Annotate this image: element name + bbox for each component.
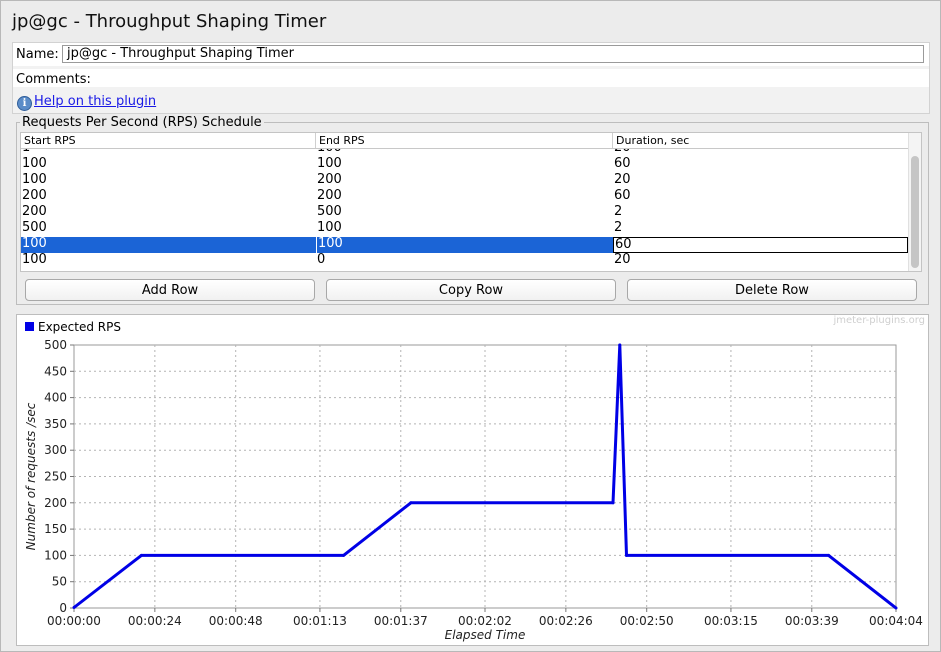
y-tick-label: 400	[44, 391, 67, 405]
cell-duration[interactable]: 2	[614, 220, 623, 235]
x-tick-label: 00:01:13	[293, 614, 347, 628]
data-point	[72, 605, 76, 609]
cell-duration[interactable]: 2	[614, 204, 623, 219]
y-tick-label: 200	[44, 496, 67, 510]
cell-start-rps[interactable]: 500	[22, 220, 47, 235]
info-icon: i	[17, 96, 32, 111]
copy-row-button[interactable]: Copy Row	[326, 279, 616, 301]
table-row[interactable]: 200 500 2	[21, 205, 908, 221]
data-point	[139, 553, 143, 557]
cell-end-rps[interactable]: 0	[317, 252, 326, 267]
data-point	[409, 501, 413, 505]
cell-end-rps[interactable]: 200	[317, 188, 342, 203]
name-comments-panel: Name: jp@gc - Throughput Shaping Timer C…	[12, 42, 930, 114]
cell-end-rps[interactable]: 100	[317, 156, 342, 171]
column-header-start-rps[interactable]: Start RPS	[21, 133, 316, 148]
cell-duration[interactable]: 60	[614, 188, 631, 203]
chart-watermark: jmeter-plugins.org	[832, 315, 925, 326]
scrollbar-thumb[interactable]	[911, 156, 919, 268]
y-tick-label: 350	[44, 417, 67, 431]
cell-start-rps[interactable]: 100	[22, 172, 47, 187]
name-row: Name: jp@gc - Throughput Shaping Timer	[13, 43, 929, 66]
name-field[interactable]: jp@gc - Throughput Shaping Timer	[62, 45, 924, 63]
column-header-duration[interactable]: Duration, sec	[616, 134, 690, 147]
table-row[interactable]: 500 100 2	[21, 221, 908, 237]
schedule-table: Start RPS End RPS Duration, sec 11002010…	[20, 132, 922, 272]
cell-start-rps[interactable]: 200	[22, 204, 47, 219]
table-row[interactable]: 100 200 20	[21, 173, 908, 189]
delete-row-button[interactable]: Delete Row	[627, 279, 917, 301]
name-label: Name:	[16, 47, 59, 62]
y-tick-label: 50	[52, 575, 67, 589]
y-tick-label: 100	[44, 548, 67, 562]
x-tick-label: 00:00:24	[128, 614, 182, 628]
rps-chart-panel: Expected RPS jmeter-plugins.org 0 50 100 150 2…	[16, 314, 929, 646]
cell-duration[interactable]: 60	[613, 237, 908, 253]
rps-chart: Expected RPS jmeter-plugins.org 0 50 100 150 2…	[17, 315, 928, 645]
table-row[interactable]: 100 100 60	[21, 157, 908, 173]
x-tick-label: 00:03:15	[704, 614, 758, 628]
y-tick-label: 150	[44, 522, 67, 536]
x-tick-label: 00:04:04	[869, 614, 923, 628]
column-header-end-rps[interactable]: End RPS	[316, 133, 613, 148]
cell-end-rps[interactable]: 100	[316, 237, 613, 253]
schedule-legend: Requests Per Second (RPS) Schedule	[22, 115, 262, 130]
table-row[interactable]: 100 0 20	[21, 253, 908, 269]
x-tick-label: 00:01:37	[374, 614, 428, 628]
y-tick-label: 250	[44, 470, 67, 484]
window-title: jp@gc - Throughput Shaping Timer	[12, 11, 327, 32]
y-axis-title: Number of requests /sec	[24, 402, 38, 550]
comments-label: Comments:	[16, 72, 91, 87]
table-row[interactable]: 200 200 60	[21, 189, 908, 205]
schedule-group: Requests Per Second (RPS) Schedule	[16, 115, 929, 305]
cell-duration[interactable]: 60	[614, 156, 631, 171]
x-axis-title: Elapsed Time	[445, 628, 526, 642]
data-point	[618, 343, 622, 347]
data-point	[624, 553, 628, 557]
comments-row: Comments:	[13, 69, 929, 87]
data-point	[894, 606, 898, 610]
legend-swatch	[25, 322, 34, 331]
help-link[interactable]: Help on this plugin	[34, 94, 157, 109]
data-point	[342, 553, 346, 557]
x-tick-label: 00:02:50	[620, 614, 674, 628]
y-tick-label: 450	[44, 364, 67, 378]
cell-start-rps[interactable]: 100	[22, 252, 47, 267]
add-row-button[interactable]: Add Row	[25, 279, 315, 301]
cell-start-rps[interactable]: 200	[22, 188, 47, 203]
legend-label: Expected RPS	[38, 320, 121, 334]
x-tick-label: 00:00:48	[209, 614, 263, 628]
table-row[interactable]: 110020	[21, 149, 908, 157]
cell-duration[interactable]: 20	[613, 149, 908, 157]
cell-start-rps[interactable]: 1	[21, 149, 316, 157]
cell-end-rps[interactable]: 200	[317, 172, 342, 187]
cell-end-rps[interactable]: 500	[317, 204, 342, 219]
table-body: 1100201001006010020020200200602005002500…	[21, 149, 908, 271]
cell-end-rps[interactable]: 100	[317, 220, 342, 235]
table-header: Start RPS End RPS Duration, sec	[21, 133, 908, 149]
x-tick-label: 00:00:00	[47, 614, 101, 628]
data-point	[827, 553, 831, 557]
cell-duration[interactable]: 20	[614, 172, 631, 187]
cell-end-rps[interactable]: 100	[316, 149, 613, 157]
table-row[interactable]: 100 100 60	[21, 237, 908, 253]
x-tick-label: 00:03:39	[785, 614, 839, 628]
table-scrollbar[interactable]	[908, 133, 921, 271]
y-tick-label: 0	[59, 601, 67, 615]
y-tick-label: 500	[44, 338, 67, 352]
cell-duration[interactable]: 20	[614, 252, 631, 267]
cell-start-rps[interactable]: 100	[21, 237, 316, 253]
cell-start-rps[interactable]: 100	[22, 156, 47, 171]
data-point	[611, 501, 615, 505]
x-tick-label: 00:02:26	[539, 614, 593, 628]
x-tick-label: 00:02:02	[458, 614, 512, 628]
y-tick-label: 300	[44, 443, 67, 457]
